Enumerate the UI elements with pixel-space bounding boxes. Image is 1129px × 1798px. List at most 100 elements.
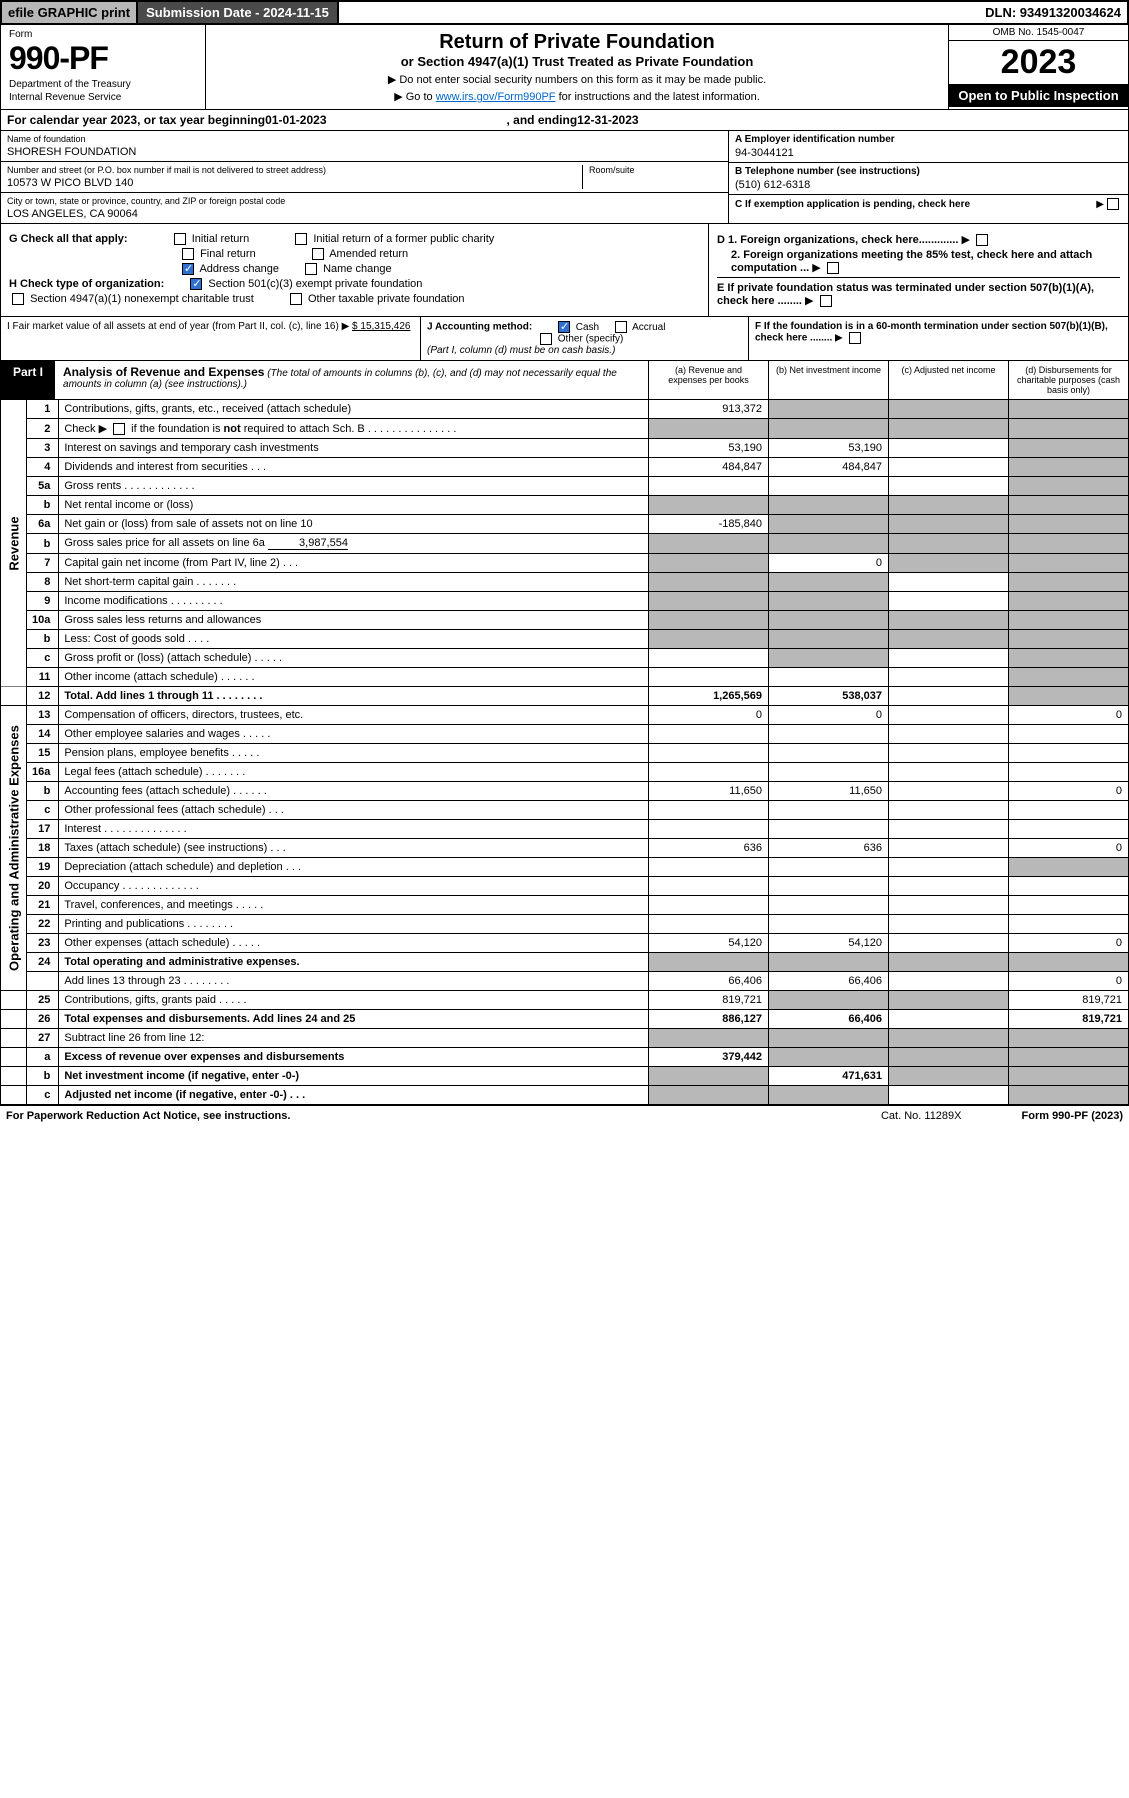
page-footer: For Paperwork Reduction Act Notice, see … [0, 1105, 1129, 1126]
85pct-cb[interactable] [827, 262, 839, 274]
line-desc: Total. Add lines 1 through 11 [64, 690, 213, 702]
line-num: 6a [27, 515, 59, 534]
val-d: 819,721 [1009, 991, 1129, 1010]
phone-label: B Telephone number (see instructions) [735, 166, 1122, 177]
line-desc: Dividends and interest from securities [64, 461, 247, 473]
f-label: F If the foundation is in a 60-month ter… [755, 321, 1108, 344]
line-desc: Accounting fees (attach schedule) [64, 785, 230, 797]
line-num: 11 [27, 668, 59, 687]
instruction-2: ▶ Go to www.irs.gov/Form990PF for instru… [216, 90, 938, 103]
identification-section: Name of foundation SHORESH FOUNDATION Nu… [0, 131, 1129, 224]
room-label: Room/suite [589, 165, 722, 175]
val-d: 0 [1009, 972, 1129, 991]
60month-cb[interactable] [849, 332, 861, 344]
line-desc: Legal fees (attach schedule) [64, 766, 202, 778]
val-d: 819,721 [1009, 1010, 1129, 1029]
line-desc: Other employee salaries and wages [64, 728, 239, 740]
irs-label: Internal Revenue Service [9, 92, 197, 103]
val-b: 54,120 [769, 934, 889, 953]
col-a-header: (a) Revenue and expenses per books [648, 361, 768, 399]
tax-year: 2023 [949, 41, 1128, 84]
line-num: 8 [27, 573, 59, 592]
line-num: b [27, 630, 59, 649]
line-desc: Total operating and administrative expen… [59, 953, 649, 972]
line-desc: Net short-term capital gain [64, 576, 193, 588]
line-desc: Excess of revenue over expenses and disb… [59, 1048, 649, 1067]
line-num: 16a [27, 763, 59, 782]
dept-treasury: Department of the Treasury [9, 79, 197, 90]
form-link[interactable]: www.irs.gov/Form990PF [436, 91, 556, 103]
open-public: Open to Public Inspection [949, 84, 1128, 107]
line-desc: Other income (attach schedule) [64, 671, 217, 683]
cash-label: Cash [576, 322, 599, 333]
line-desc: Travel, conferences, and meetings [64, 899, 232, 911]
val-a: 53,190 [649, 439, 769, 458]
exemption-label: C If exemption application is pending, c… [735, 199, 1096, 210]
4947-cb[interactable] [12, 293, 24, 305]
line-desc: Total expenses and disbursements. Add li… [59, 1010, 649, 1029]
r2-post: if the foundation is not required to att… [128, 423, 456, 435]
line-num: 23 [27, 934, 59, 953]
top-bar: efile GRAPHIC print Submission Date - 20… [0, 0, 1129, 25]
dln: DLN: 93491320034624 [979, 2, 1127, 23]
line-desc: Gross sales price for all assets on line… [64, 537, 265, 549]
line-num: 15 [27, 744, 59, 763]
cat-number: Cat. No. 11289X [881, 1110, 962, 1122]
line-desc: Interest [64, 823, 101, 835]
foreign-org-cb[interactable] [976, 234, 988, 246]
val-a: 886,127 [649, 1010, 769, 1029]
final-return-cb[interactable] [182, 248, 194, 260]
line-desc: Taxes (attach schedule) (see instruction… [64, 842, 267, 854]
g3-label: Final return [200, 248, 256, 260]
d1-label: D 1. Foreign organizations, check here..… [717, 234, 958, 246]
6b-val: 3,987,554 [268, 537, 348, 550]
address-change-cb[interactable] [182, 263, 194, 275]
schb-cb[interactable] [113, 423, 125, 435]
initial-former-cb[interactable] [295, 233, 307, 245]
501c3-cb[interactable] [190, 278, 202, 290]
g5-label: Address change [199, 263, 279, 275]
line-desc: Compensation of officers, directors, tru… [59, 706, 649, 725]
terminated-cb[interactable] [820, 295, 832, 307]
line-num: 22 [27, 915, 59, 934]
addr-label: Number and street (or P.O. box number if… [7, 165, 582, 175]
g6-label: Name change [323, 263, 392, 275]
check-section: G Check all that apply: Initial return I… [0, 224, 1129, 317]
h2-label: Section 4947(a)(1) nonexempt charitable … [30, 293, 254, 305]
line-num: 21 [27, 896, 59, 915]
line-num: b [27, 1067, 59, 1086]
val-a: 819,721 [649, 991, 769, 1010]
revenue-sidebar: Revenue [1, 400, 27, 687]
line-num: b [27, 496, 59, 515]
line-num: 3 [27, 439, 59, 458]
exemption-checkbox[interactable] [1107, 198, 1119, 210]
val-a: 636 [649, 839, 769, 858]
accrual-cb[interactable] [615, 321, 627, 333]
line-num: 2 [27, 419, 59, 439]
ein-value: 94-3044121 [735, 147, 1122, 159]
part1-tab: Part I [1, 361, 55, 399]
fmv-value: $ 15,315,426 [352, 321, 410, 332]
hij-row: I Fair market value of all assets at end… [0, 317, 1129, 361]
instruction-1: ▶ Do not enter social security numbers o… [216, 73, 938, 86]
line-num: 12 [27, 687, 59, 706]
line-desc: Gross rents [64, 480, 121, 492]
val-b: 66,406 [769, 1010, 889, 1029]
h1-label: Section 501(c)(3) exempt private foundat… [208, 278, 422, 290]
h-label: H Check type of organization: [9, 278, 164, 290]
line-num: 24 [27, 953, 59, 972]
initial-return-cb[interactable] [174, 233, 186, 245]
name-change-cb[interactable] [305, 263, 317, 275]
g4-label: Amended return [329, 248, 408, 260]
phone-value: (510) 612-6318 [735, 179, 1122, 191]
other-taxable-cb[interactable] [290, 293, 302, 305]
val-b: 471,631 [769, 1067, 889, 1086]
other-cb[interactable] [540, 333, 552, 345]
efile-label[interactable]: efile GRAPHIC print [2, 2, 138, 23]
amended-return-cb[interactable] [312, 248, 324, 260]
r2-pre: Check ▶ [64, 423, 110, 435]
i-label: I Fair market value of all assets at end… [7, 321, 349, 332]
j-label: J Accounting method: [427, 322, 532, 333]
line-desc: Net gain or (loss) from sale of assets n… [59, 515, 649, 534]
cash-cb[interactable] [558, 321, 570, 333]
